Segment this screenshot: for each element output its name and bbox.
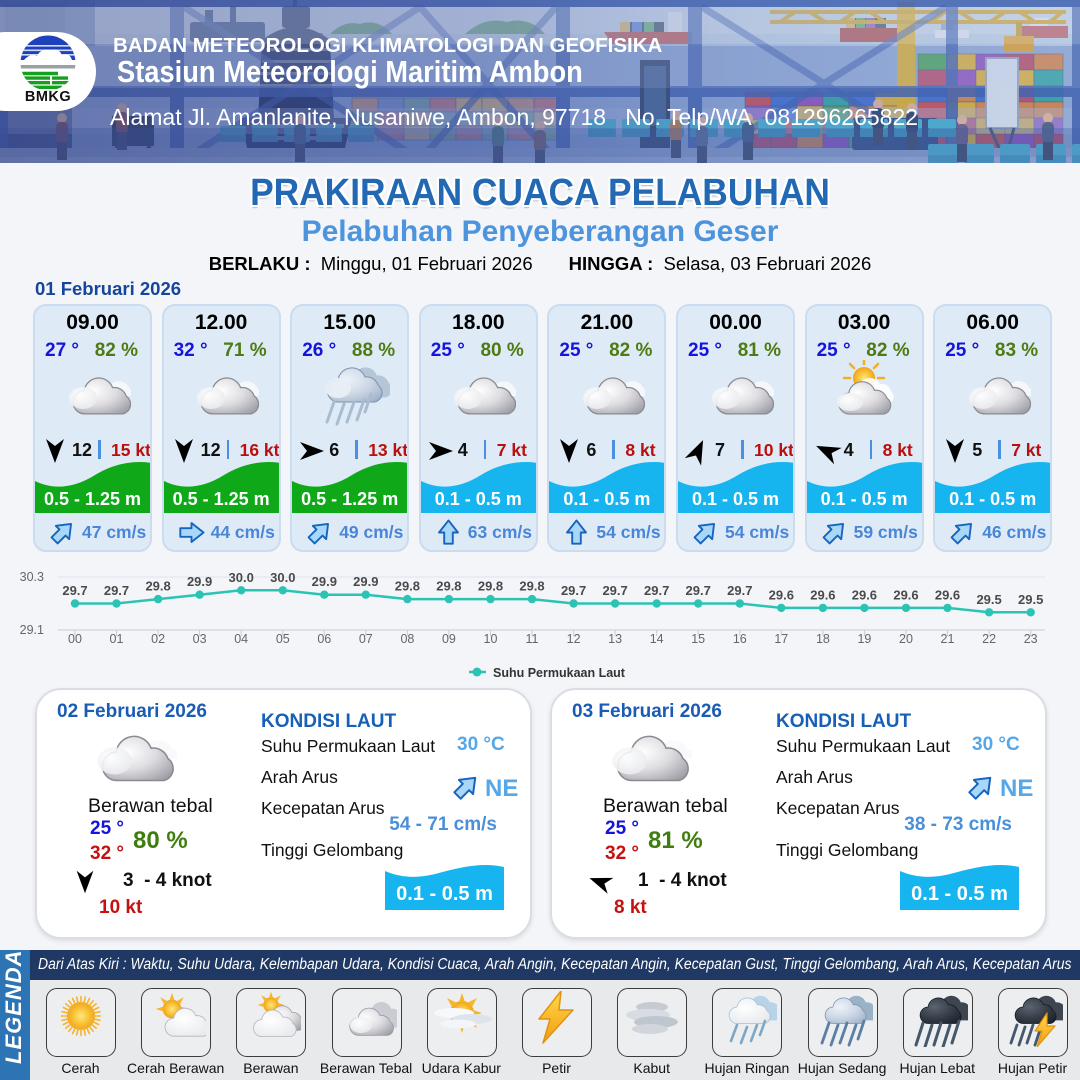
svg-text:19: 19 — [857, 632, 871, 646]
svg-text:18: 18 — [816, 632, 830, 646]
svg-text:14: 14 — [650, 632, 664, 646]
svg-text:02: 02 — [151, 632, 165, 646]
svg-text:12: 12 — [567, 632, 581, 646]
svg-text:29.7: 29.7 — [104, 583, 129, 598]
svg-text:29.9: 29.9 — [353, 574, 378, 589]
svg-text:29.8: 29.8 — [145, 579, 170, 594]
svg-text:29.6: 29.6 — [810, 587, 835, 602]
svg-text:29.8: 29.8 — [436, 579, 461, 594]
svg-text:15: 15 — [691, 632, 705, 646]
svg-text:22: 22 — [982, 632, 996, 646]
svg-text:29.1: 29.1 — [20, 623, 44, 637]
svg-text:30.3: 30.3 — [20, 570, 44, 584]
svg-text:29.5: 29.5 — [1018, 592, 1043, 607]
svg-text:16: 16 — [733, 632, 747, 646]
svg-text:30.0: 30.0 — [229, 570, 254, 585]
svg-text:29.8: 29.8 — [395, 579, 420, 594]
svg-text:21: 21 — [941, 632, 955, 646]
svg-text:30.0: 30.0 — [270, 570, 295, 585]
svg-text:29.7: 29.7 — [727, 583, 752, 598]
svg-text:29.6: 29.6 — [769, 587, 794, 602]
svg-text:29.8: 29.8 — [478, 579, 503, 594]
svg-text:10: 10 — [484, 632, 498, 646]
svg-text:29.7: 29.7 — [561, 583, 586, 598]
svg-text:23: 23 — [1024, 632, 1038, 646]
svg-text:29.7: 29.7 — [644, 583, 669, 598]
svg-text:08: 08 — [400, 632, 414, 646]
svg-text:05: 05 — [276, 632, 290, 646]
svg-text:09: 09 — [442, 632, 456, 646]
svg-text:29.7: 29.7 — [62, 583, 87, 598]
svg-text:29.6: 29.6 — [935, 587, 960, 602]
svg-text:06: 06 — [317, 632, 331, 646]
svg-text:29.9: 29.9 — [187, 574, 212, 589]
svg-text:29.6: 29.6 — [893, 587, 918, 602]
svg-text:29.7: 29.7 — [686, 583, 711, 598]
svg-text:20: 20 — [899, 632, 913, 646]
svg-text:29.6: 29.6 — [852, 587, 877, 602]
svg-text:01: 01 — [110, 632, 124, 646]
svg-text:04: 04 — [234, 632, 248, 646]
svg-text:29.5: 29.5 — [976, 592, 1001, 607]
svg-text:Suhu Permukaan Laut: Suhu Permukaan Laut — [493, 666, 626, 680]
svg-text:17: 17 — [774, 632, 788, 646]
svg-text:07: 07 — [359, 632, 373, 646]
svg-text:29.9: 29.9 — [312, 574, 337, 589]
svg-text:29.7: 29.7 — [602, 583, 627, 598]
svg-text:00: 00 — [68, 632, 82, 646]
svg-text:03: 03 — [193, 632, 207, 646]
svg-text:29.8: 29.8 — [519, 579, 544, 594]
svg-text:13: 13 — [608, 632, 622, 646]
svg-text:11: 11 — [526, 632, 539, 646]
